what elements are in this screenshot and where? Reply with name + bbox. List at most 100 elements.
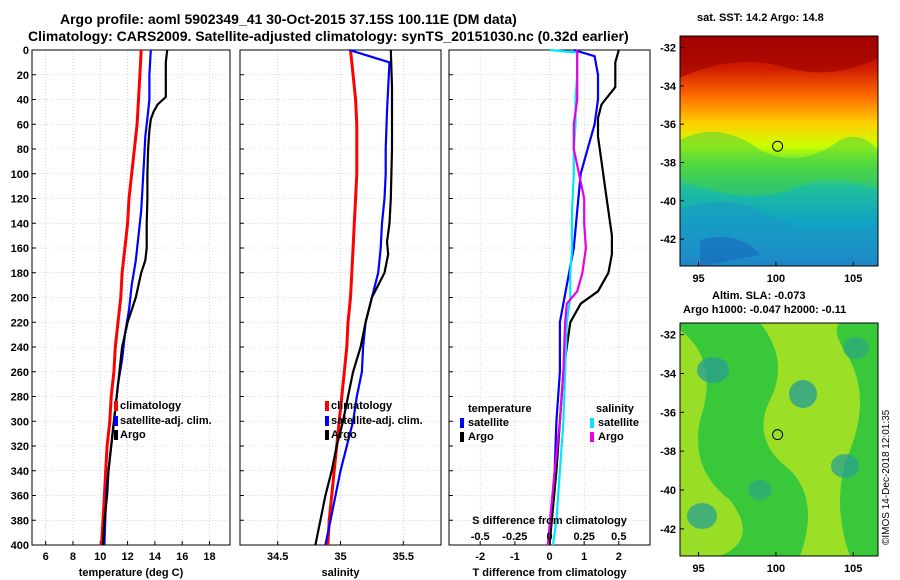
map-y-tick-label: -34 bbox=[660, 368, 677, 380]
x-tick-label: -1 bbox=[510, 551, 520, 563]
panel-salinity-profile: 34.5 35 35.5 salinity bbox=[239, 48, 442, 579]
map-x-tick-label: 100 bbox=[767, 563, 785, 575]
y-tick-label: 40 bbox=[17, 95, 29, 107]
legend-swatch bbox=[114, 430, 118, 440]
sla-high-patch-2 bbox=[760, 323, 860, 556]
legend-swatch bbox=[325, 430, 329, 440]
y-tick-label: 340 bbox=[11, 466, 29, 478]
legend-label: satellite bbox=[468, 417, 509, 429]
sla-high-patch-1 bbox=[680, 330, 743, 556]
legend-label: satellite-adj. clim. bbox=[120, 415, 212, 427]
sst-argo-marker bbox=[772, 140, 784, 152]
legend-salinity-title: salinity bbox=[596, 403, 635, 415]
legend-swatch bbox=[460, 418, 464, 428]
sst-front-patch bbox=[680, 132, 878, 196]
series-line-argo bbox=[314, 49, 394, 546]
x-tick-label: 0 bbox=[546, 551, 552, 563]
x-axis-label: salinity bbox=[322, 567, 361, 579]
y-tick-label: 220 bbox=[11, 317, 29, 329]
legend-label: Argo bbox=[331, 429, 357, 441]
y-tick-label: 320 bbox=[11, 441, 29, 453]
y-tick-label: 300 bbox=[11, 416, 29, 428]
s-tick-label: -0.5 bbox=[471, 531, 490, 543]
y-tick-label: 260 bbox=[11, 367, 29, 379]
series-line-s-argo bbox=[546, 50, 588, 546]
x-tick-label: 1 bbox=[581, 551, 587, 563]
x-tick-label: 14 bbox=[149, 551, 162, 563]
s-tick-label: -0.25 bbox=[502, 531, 527, 543]
y-tick-label: 0 bbox=[23, 45, 29, 57]
map-x-tick-label: 105 bbox=[844, 273, 862, 285]
y-tick-label: 20 bbox=[17, 70, 29, 82]
legend-label: satellite-adj. clim. bbox=[331, 415, 423, 427]
y-tick-label: 120 bbox=[11, 194, 29, 206]
legend-label: climatology bbox=[331, 400, 393, 412]
s-tick-label: 0 bbox=[546, 531, 552, 543]
map-y-tick-label: -34 bbox=[660, 81, 677, 93]
series-line-s-satellite bbox=[549, 48, 579, 546]
sla-eddy-3 bbox=[687, 503, 717, 529]
map-y-tick-label: -42 bbox=[660, 524, 676, 536]
map-y-tick-label: -38 bbox=[660, 446, 676, 458]
y-tick-label: 280 bbox=[11, 392, 29, 404]
difference-extras: -0.5 -0.25 0 0.25 0.5 S difference from clima… bbox=[460, 403, 639, 543]
y-tick-label: 360 bbox=[11, 491, 29, 503]
s-tick-label: 0.25 bbox=[573, 531, 594, 543]
series-line-climatology bbox=[326, 49, 359, 546]
panel-difference-profile: -2 -1 0 1 2 T difference from climatology bbox=[448, 48, 651, 579]
map-x-tick-label: 95 bbox=[692, 563, 704, 575]
sla-map bbox=[679, 322, 879, 557]
legend-label: Argo bbox=[120, 429, 146, 441]
panel-temperature-profile: 0 20 40 60 80 100 120 140 160 180 200 220 240 260 280 3… bbox=[11, 45, 231, 579]
title-line-2: Climatology: CARS2009. Satellite-adjuste… bbox=[28, 28, 629, 44]
y-tick-label: 180 bbox=[11, 268, 29, 280]
x-tick-label: 10 bbox=[94, 551, 106, 563]
y-tick-label: 200 bbox=[11, 293, 29, 305]
legend-swatch bbox=[325, 416, 329, 426]
sla-map-subtitle: Argo h1000: -0.047 h2000: -0.11 bbox=[683, 304, 847, 316]
series-line-t-satellite bbox=[548, 48, 600, 546]
x-tick-label: 8 bbox=[70, 551, 76, 563]
map-x-tick-label: 105 bbox=[844, 563, 862, 575]
legend-swatch bbox=[590, 418, 594, 428]
legend-label: Argo bbox=[598, 431, 624, 443]
map-y-tick-label: -40 bbox=[660, 485, 676, 497]
title-line-1: Argo profile: aoml 5902349_41 30-Oct-201… bbox=[60, 11, 517, 27]
legend-temperature-profile: climatology satellite-adj. clim. Argo bbox=[114, 400, 212, 441]
sla-eddy-6 bbox=[843, 337, 869, 359]
x-axis-label: T difference from climatology bbox=[472, 567, 627, 579]
sst-map bbox=[679, 35, 879, 267]
map-y-tick-label: -36 bbox=[660, 407, 676, 419]
legend-temperature-title: temperature bbox=[468, 403, 532, 415]
x-tick-label: 18 bbox=[203, 551, 215, 563]
x-tick-label: 35.5 bbox=[393, 551, 414, 563]
legend-label: satellite bbox=[598, 417, 639, 429]
series-line-climatology bbox=[100, 49, 143, 546]
sst-map-title: sat. SST: 14.2 Argo: 14.8 bbox=[697, 12, 824, 24]
map-y-tick-label: -36 bbox=[660, 119, 676, 131]
legend-salinity-profile: climatology satellite-adj. clim. Argo bbox=[325, 400, 423, 441]
x-tick-label: 12 bbox=[121, 551, 133, 563]
sla-eddy-4 bbox=[831, 454, 859, 478]
sst-cold-patch bbox=[700, 237, 760, 266]
y-tick-label: 380 bbox=[11, 515, 29, 527]
sla-argo-marker bbox=[772, 429, 784, 441]
sst-warm-patch bbox=[680, 36, 878, 78]
sla-eddy-5 bbox=[748, 480, 772, 500]
y-tick-label: 140 bbox=[11, 218, 29, 230]
map-y-tick-label: -38 bbox=[660, 158, 676, 170]
sla-eddy-1 bbox=[697, 357, 729, 383]
legend-label: Argo bbox=[468, 431, 494, 443]
sst-map-frame bbox=[679, 35, 879, 267]
x-axis-label: temperature (deg C) bbox=[79, 567, 184, 579]
legend-swatch bbox=[114, 416, 118, 426]
legend-swatch bbox=[460, 432, 464, 442]
map-y-tick-label: -32 bbox=[660, 43, 676, 55]
map-y-tick-label: -42 bbox=[660, 234, 676, 246]
map-x-tick-label: 100 bbox=[767, 273, 785, 285]
sla-map-title: Altim. SLA: -0.073 bbox=[712, 290, 806, 302]
sla-map-frame bbox=[679, 322, 879, 557]
x-tick-label: 2 bbox=[616, 551, 622, 563]
s-tick-label: 0.5 bbox=[611, 531, 626, 543]
